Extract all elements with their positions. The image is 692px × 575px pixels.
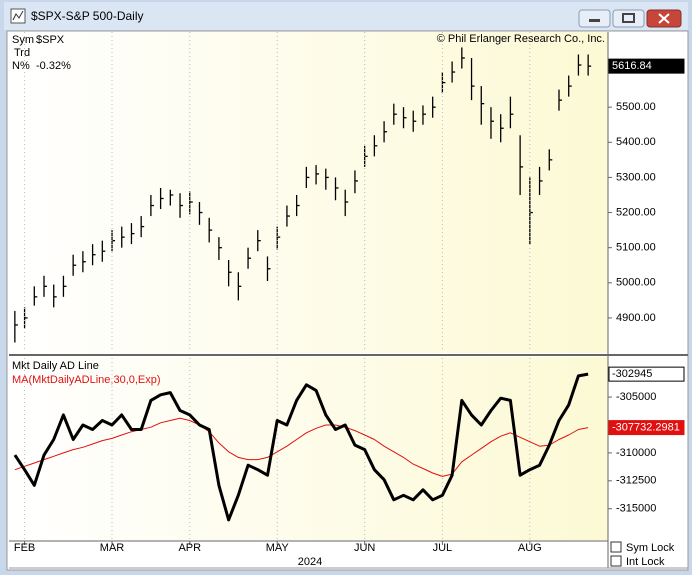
legend-entry: Mkt Daily AD Line <box>12 360 99 372</box>
minimize-glyph <box>589 19 600 22</box>
y-tick-label: 5100.00 <box>616 242 656 254</box>
symbol: $SPX <box>36 34 65 46</box>
y-tick-label: 5000.00 <box>616 277 656 289</box>
checkbox-label[interactable]: Sym Lock <box>626 542 675 554</box>
change: -0.32% <box>36 60 71 72</box>
y-tick-label: -305000 <box>616 391 656 403</box>
checkbox[interactable] <box>610 555 622 567</box>
last-value-label: -302945 <box>612 368 652 380</box>
series-line <box>13 372 589 522</box>
y-tick-label: 5500.00 <box>616 101 656 113</box>
minimize-button[interactable] <box>578 9 611 28</box>
y-tick-label: -310000 <box>616 447 656 459</box>
x-tick-label: JUN <box>354 542 375 554</box>
x-tick-label: APR <box>178 542 201 554</box>
y-tick-label: 4900.00 <box>616 312 656 324</box>
price-pane <box>9 32 608 353</box>
close-glyph <box>658 13 670 24</box>
last-value-box <box>608 366 685 382</box>
y-tick-label: 5300.00 <box>616 171 656 183</box>
y-tick-label: 5200.00 <box>616 206 656 218</box>
y-tick-label: -312500 <box>616 475 656 487</box>
x-tick-label: MAR <box>100 542 125 554</box>
y-tick-label: 5400.00 <box>616 136 656 148</box>
symbol-label: Sym <box>12 34 34 46</box>
last-value-box <box>608 58 685 74</box>
maximize-button[interactable] <box>612 9 645 28</box>
last-value-label: 5616.84 <box>612 60 652 72</box>
app-icon-glyph <box>12 10 24 21</box>
last-value-label: -307732.2981 <box>612 421 680 433</box>
checkbox[interactable] <box>610 541 622 553</box>
trend-label: Trd <box>14 47 30 59</box>
window-title: $SPX-S&P 500-Daily <box>31 9 144 23</box>
x-tick-label: AUG <box>518 542 542 554</box>
legend-entry: MA(MktDailyADLine,30,0,Exp) <box>12 374 161 386</box>
change-label: N% <box>12 60 30 72</box>
maximize-glyph <box>622 13 635 23</box>
x-axis-label: 2024 <box>298 556 322 568</box>
series-line <box>14 417 589 477</box>
x-tick-label: FEB <box>14 542 35 554</box>
copyright: © Phil Erlanger Research Co., Inc. <box>437 33 605 45</box>
last-value-box <box>608 420 685 436</box>
checkbox-label[interactable]: Int Lock <box>626 556 665 568</box>
y-tick-label: -315000 <box>616 503 656 515</box>
x-tick-label: MAY <box>266 542 290 554</box>
x-tick-label: JUL <box>433 542 453 554</box>
title-bar <box>4 2 688 30</box>
